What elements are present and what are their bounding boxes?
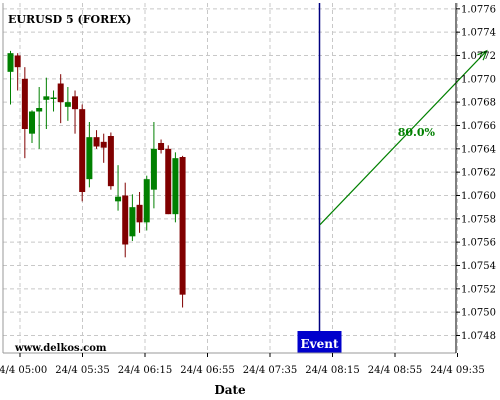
candle <box>7 50 14 105</box>
chart-title: EURUSD 5 (FOREX) <box>8 13 131 26</box>
candle-body <box>93 137 100 147</box>
candle-body <box>100 141 107 148</box>
candle-body <box>43 96 50 100</box>
candle-body <box>136 204 143 223</box>
x-axis: 24/4 05:00 24/4 05:35 24/4 06:15 24/4 06:55… <box>0 353 485 376</box>
x-tick-label: 24/4 08:15 <box>305 365 359 376</box>
y-tick-label: 1.0754 <box>461 261 496 272</box>
candle <box>14 53 21 91</box>
x-tick-label: 24/4 05:00 <box>0 365 47 376</box>
candle-body <box>165 148 172 215</box>
y-tick-label: 1.0756 <box>461 238 496 249</box>
x-tick-label: 24/4 08:55 <box>368 365 422 376</box>
candle <box>86 122 93 188</box>
candle <box>64 87 71 121</box>
candle-body <box>143 179 150 223</box>
candle <box>43 77 50 129</box>
forecast-arrowhead <box>477 49 488 61</box>
candle-body <box>64 102 71 107</box>
y-axis: 1.0748 1.0750 1.0752 1.0754 1.0756 1.0758 1.07… <box>456 4 496 342</box>
candle <box>93 130 100 149</box>
candle-body <box>36 108 43 112</box>
overlays: Event 80.0% <box>297 3 488 353</box>
y-tick-label: 1.0764 <box>461 144 496 155</box>
x-tick-label: 24/4 06:15 <box>118 365 172 376</box>
candle-body <box>14 55 21 68</box>
candle-body <box>7 53 14 72</box>
y-tick-label: 1.0758 <box>461 214 496 225</box>
y-tick-label: 1.0776 <box>461 4 496 15</box>
candle-body <box>150 148 157 190</box>
candle-body <box>72 96 79 110</box>
candle <box>129 194 136 241</box>
y-tick-label: 1.0752 <box>461 284 496 295</box>
y-tick-label: 1.0768 <box>461 98 496 109</box>
candle <box>57 74 64 124</box>
event-label: Event <box>300 337 338 351</box>
watermark: www.delkos.com <box>14 343 107 354</box>
candle-body <box>179 157 186 295</box>
candle <box>136 192 143 233</box>
y-tick-label: 1.0766 <box>461 121 496 132</box>
forecast-arrow-line <box>319 50 488 226</box>
event-label-box <box>297 331 342 353</box>
candle <box>179 155 186 308</box>
candle <box>172 152 179 223</box>
x-tick-label: 24/4 07:35 <box>243 365 297 376</box>
y-tick-label: 1.0772 <box>461 51 496 62</box>
x-tick-label: 24/4 05:35 <box>55 365 109 376</box>
candle-body <box>21 78 28 129</box>
candle <box>150 122 157 209</box>
candle <box>165 145 172 215</box>
y-tick-label: 1.0760 <box>461 191 496 202</box>
candle-body <box>115 196 122 202</box>
y-tick-label: 1.0762 <box>461 168 496 179</box>
candle <box>122 182 129 258</box>
candle-body <box>107 136 114 187</box>
y-tick-label: 1.0750 <box>461 308 496 319</box>
candle <box>107 132 114 190</box>
candle-body <box>129 207 136 237</box>
candle <box>143 175 150 231</box>
x-tick-label: 24/4 09:35 <box>430 365 484 376</box>
forecast-percent-label: 80.0% <box>398 126 436 139</box>
candle-body <box>172 158 179 215</box>
candle-body <box>86 137 93 180</box>
candle <box>100 133 107 163</box>
candle <box>79 104 86 202</box>
x-axis-title: Date <box>214 383 246 397</box>
candle <box>158 139 165 154</box>
y-tick-label: 1.0770 <box>461 74 496 85</box>
candle <box>72 90 79 134</box>
candle-body <box>158 143 165 150</box>
x-tick-label: 24/4 06:55 <box>180 365 234 376</box>
y-tick-label: 1.0774 <box>461 28 496 39</box>
candle-body <box>122 195 129 245</box>
candle <box>21 67 28 159</box>
y-tick-label: 1.0748 <box>461 331 496 342</box>
candle <box>115 165 122 211</box>
candle-body <box>79 109 86 192</box>
candle-body <box>50 97 57 99</box>
candle <box>36 87 43 149</box>
candle <box>29 110 36 143</box>
candle-body <box>29 111 36 134</box>
candle-body <box>57 83 64 103</box>
candles <box>7 50 186 308</box>
candle <box>50 90 57 112</box>
